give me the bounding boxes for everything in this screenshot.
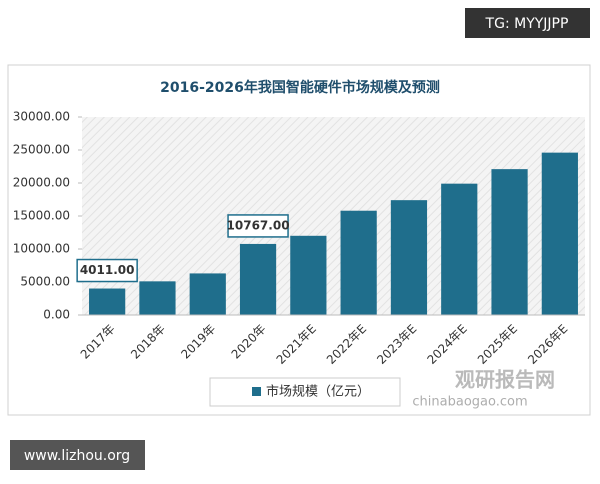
legend — [209, 377, 401, 407]
bar — [239, 243, 277, 315]
y-tick-label: 15000.00 — [13, 209, 70, 223]
legend-label: 市场规模（亿元） — [266, 384, 370, 400]
watermark: 观研报告网 — [455, 368, 555, 392]
value-label-box — [76, 258, 138, 283]
watermark: TG: MYYJJPP — [485, 16, 569, 32]
y-tick-label: 0.00 — [43, 308, 70, 322]
bar — [189, 273, 226, 315]
value-label: 10767.00 — [227, 218, 290, 232]
value-label: 4011.00 — [80, 263, 135, 277]
watermark: www.lizhou.org — [24, 448, 130, 464]
bar — [89, 288, 126, 315]
watermark-box — [465, 8, 590, 38]
bar — [340, 210, 377, 315]
y-tick-label: 25000.00 — [13, 143, 70, 157]
legend-swatch — [252, 387, 261, 396]
value-label-box — [227, 214, 289, 238]
y-tick-label: 10000.00 — [13, 242, 70, 256]
y-tick-label: 20000.00 — [13, 176, 70, 190]
y-tick-label: 5000.00 — [20, 275, 70, 289]
chart-title: 2016-2026年我国智能硬件市场规模及预测 — [160, 79, 440, 96]
watermark-box — [10, 440, 145, 470]
bar — [390, 200, 428, 315]
y-tick-label: 30000.00 — [13, 110, 70, 124]
bar — [541, 152, 578, 315]
bar — [290, 235, 327, 315]
bar — [491, 169, 528, 315]
watermark: chinabaogao.com — [412, 395, 527, 410]
bar — [441, 183, 478, 315]
bar — [139, 281, 176, 315]
